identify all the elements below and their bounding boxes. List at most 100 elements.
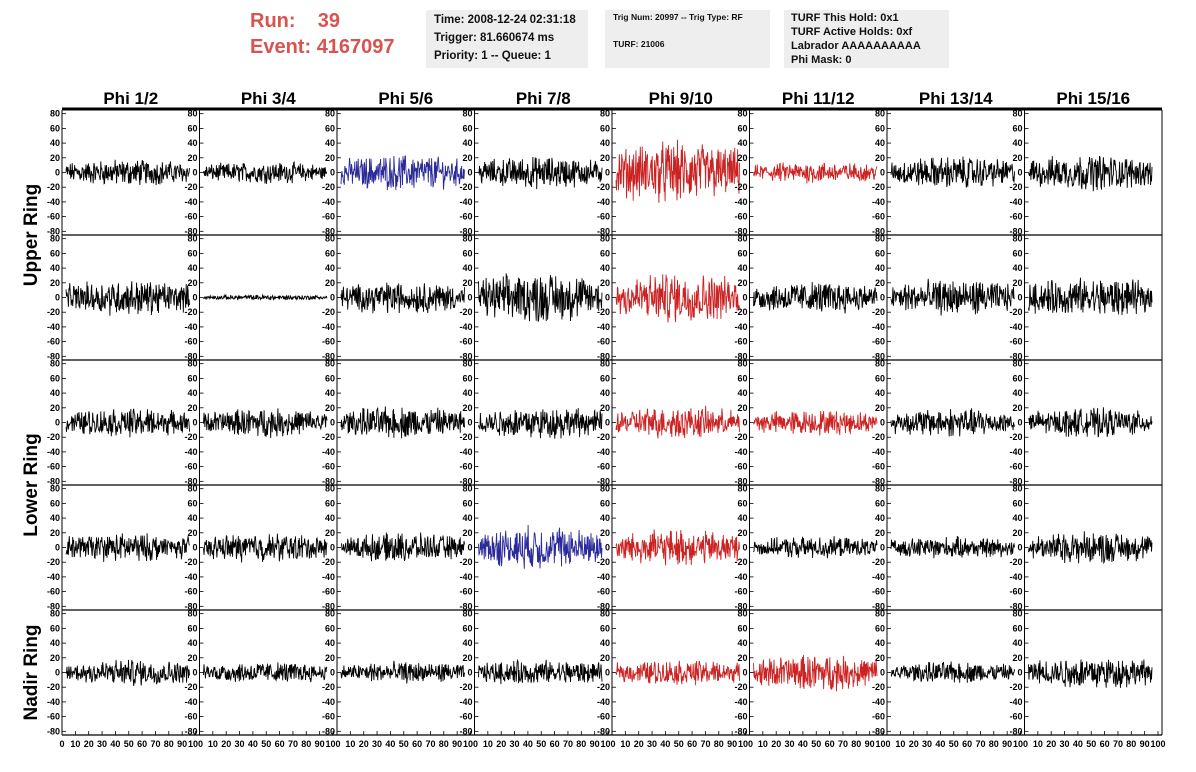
y-tick-label: 20 bbox=[462, 278, 472, 288]
y-tick-label: 80 bbox=[50, 109, 60, 119]
turf-hold-text: TURF This Hold: 0x1 bbox=[791, 12, 899, 24]
x-tick-label: 40 bbox=[935, 739, 945, 749]
y-tick-label: 0 bbox=[55, 668, 60, 678]
x-tick-label: 20 bbox=[221, 739, 231, 749]
y-tick-label: -80 bbox=[872, 476, 885, 486]
y-tick-label: -40 bbox=[872, 697, 885, 707]
priority-text: Priority: 1 -- Queue: 1 bbox=[434, 50, 551, 62]
waveform-trace bbox=[890, 535, 1015, 559]
y-tick-label: 60 bbox=[50, 373, 60, 383]
column-header: Phi 11/12 bbox=[782, 89, 855, 108]
waveform-trace bbox=[753, 536, 878, 559]
x-tick-label: 30 bbox=[1060, 739, 1070, 749]
y-tick-label: 80 bbox=[737, 359, 747, 369]
y-tick-label: -60 bbox=[872, 462, 885, 472]
waveform-trace bbox=[203, 662, 328, 683]
waveform-trace bbox=[1028, 277, 1153, 316]
y-tick-label: -20 bbox=[872, 307, 885, 317]
x-tick-label: 30 bbox=[372, 739, 382, 749]
waveform-trace bbox=[1028, 659, 1153, 688]
y-tick-label: -60 bbox=[597, 712, 610, 722]
y-tick-label: 40 bbox=[600, 513, 610, 523]
y-tick-label: 80 bbox=[737, 234, 747, 244]
y-tick-label: 20 bbox=[462, 653, 472, 663]
y-tick-label: 40 bbox=[325, 138, 335, 148]
y-tick-label: 60 bbox=[1012, 248, 1022, 258]
x-tick-label: 80 bbox=[714, 739, 724, 749]
y-tick-label: -60 bbox=[47, 462, 60, 472]
x-tick-label: 70 bbox=[288, 739, 298, 749]
y-tick-label: -20 bbox=[184, 182, 197, 192]
waveform-trace bbox=[478, 524, 603, 569]
y-tick-label: -80 bbox=[872, 226, 885, 236]
y-tick-label: 20 bbox=[875, 528, 885, 538]
x-tick-label: 80 bbox=[439, 739, 449, 749]
y-tick-label: 20 bbox=[600, 653, 610, 663]
x-tick-label: 60 bbox=[275, 739, 285, 749]
y-tick-label: -40 bbox=[1009, 197, 1022, 207]
y-tick-label: 60 bbox=[1012, 623, 1022, 633]
y-tick-label: -40 bbox=[322, 197, 335, 207]
waveform-trace bbox=[340, 532, 465, 562]
y-tick-label: 20 bbox=[187, 653, 197, 663]
y-tick-label: 60 bbox=[187, 248, 197, 258]
x-tick-label: 70 bbox=[1113, 739, 1123, 749]
y-tick-label: -40 bbox=[734, 197, 747, 207]
y-tick-label: -60 bbox=[734, 587, 747, 597]
y-tick-label: -20 bbox=[597, 432, 610, 442]
y-tick-label: -80 bbox=[184, 601, 197, 611]
y-tick-label: 0 bbox=[1017, 418, 1022, 428]
y-tick-label: 60 bbox=[187, 123, 197, 133]
y-tick-label: 0 bbox=[605, 293, 610, 303]
y-tick-label: 60 bbox=[462, 623, 472, 633]
y-tick-label: 60 bbox=[600, 123, 610, 133]
y-tick-label: -60 bbox=[322, 337, 335, 347]
y-tick-label: -80 bbox=[322, 726, 335, 736]
y-tick-label: 80 bbox=[462, 359, 472, 369]
y-tick-label: 0 bbox=[742, 168, 747, 178]
x-tick-label: 50 bbox=[674, 739, 684, 749]
y-tick-label: -20 bbox=[597, 182, 610, 192]
y-tick-label: 60 bbox=[1012, 373, 1022, 383]
y-tick-label: -80 bbox=[184, 351, 197, 361]
y-tick-label: 20 bbox=[1012, 403, 1022, 413]
y-tick-label: 40 bbox=[875, 138, 885, 148]
y-tick-label: -20 bbox=[872, 182, 885, 192]
waveform-trace bbox=[1028, 155, 1153, 192]
y-tick-label: -60 bbox=[459, 462, 472, 472]
x-tick-label: 90 bbox=[1002, 739, 1012, 749]
y-tick-label: 0 bbox=[605, 668, 610, 678]
y-tick-label: -60 bbox=[184, 462, 197, 472]
y-tick-label: -60 bbox=[322, 212, 335, 222]
turf-num-text: TURF: 21006 bbox=[613, 39, 665, 49]
y-tick-label: -80 bbox=[872, 351, 885, 361]
y-tick-label: -60 bbox=[1009, 462, 1022, 472]
x-tick-label: 50 bbox=[124, 739, 134, 749]
waveform-trace bbox=[65, 159, 190, 186]
y-tick-label: 80 bbox=[187, 234, 197, 244]
y-tick-label: 20 bbox=[50, 153, 60, 163]
x-tick-label: 30 bbox=[922, 739, 932, 749]
y-tick-label: 20 bbox=[737, 528, 747, 538]
y-tick-label: 20 bbox=[325, 528, 335, 538]
y-tick-label: 60 bbox=[462, 248, 472, 258]
column-header: Phi 9/10 bbox=[649, 89, 713, 108]
y-tick-label: -80 bbox=[459, 601, 472, 611]
y-tick-label: 0 bbox=[330, 418, 335, 428]
y-tick-label: -60 bbox=[872, 712, 885, 722]
y-tick-label: 60 bbox=[462, 498, 472, 508]
x-tick-label: 30 bbox=[235, 739, 245, 749]
waveform-trace bbox=[65, 281, 190, 316]
y-tick-label: 0 bbox=[467, 168, 472, 178]
x-tick-label: 20 bbox=[909, 739, 919, 749]
x-tick-label: 10 bbox=[620, 739, 630, 749]
waveform-trace bbox=[203, 408, 328, 439]
y-tick-label: 60 bbox=[325, 373, 335, 383]
y-tick-label: -20 bbox=[597, 682, 610, 692]
x-tick-label: 10 bbox=[70, 739, 80, 749]
turf-info-panel: TURF This Hold: 0x1 TURF Active Holds: 0… bbox=[784, 10, 949, 68]
y-tick-label: -20 bbox=[322, 307, 335, 317]
y-tick-label: -60 bbox=[322, 462, 335, 472]
y-tick-label: 40 bbox=[50, 388, 60, 398]
x-tick-label: 40 bbox=[660, 739, 670, 749]
